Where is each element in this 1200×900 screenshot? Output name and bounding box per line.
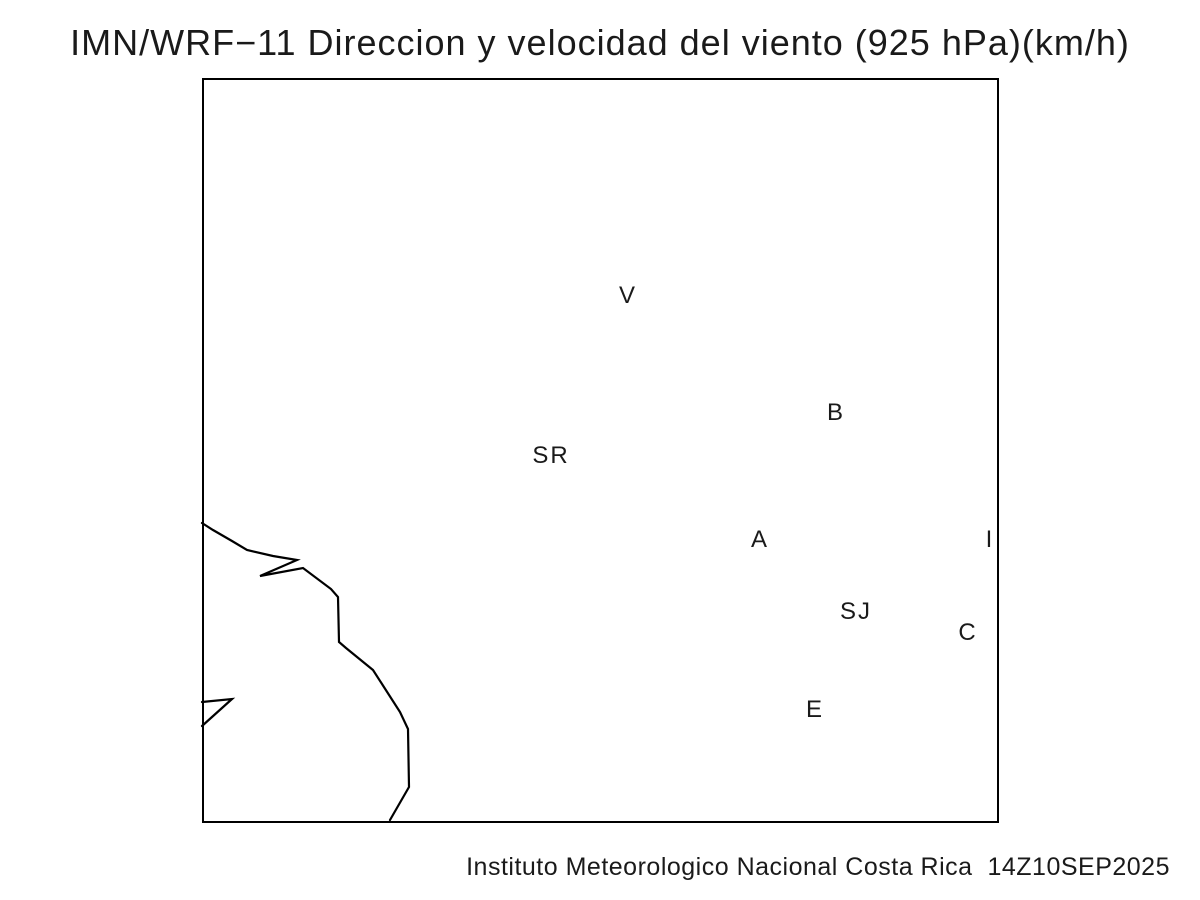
station-label-e: E [805,696,825,723]
page-title: IMN/WRF−11 Direccion y velocidad del vie… [70,22,1130,63]
station-label-c: C [958,619,978,646]
station-label-i: I [985,526,995,553]
footer-caption: Instituto Meteorologico Nacional Costa R… [466,853,1170,881]
station-label-v: V [618,282,638,309]
map-frame-border [202,78,999,823]
station-label-a: A [750,526,770,553]
station-label-b: B [826,399,846,426]
station-label-sj: SJ [839,598,873,625]
station-label-sr: SR [532,442,570,469]
